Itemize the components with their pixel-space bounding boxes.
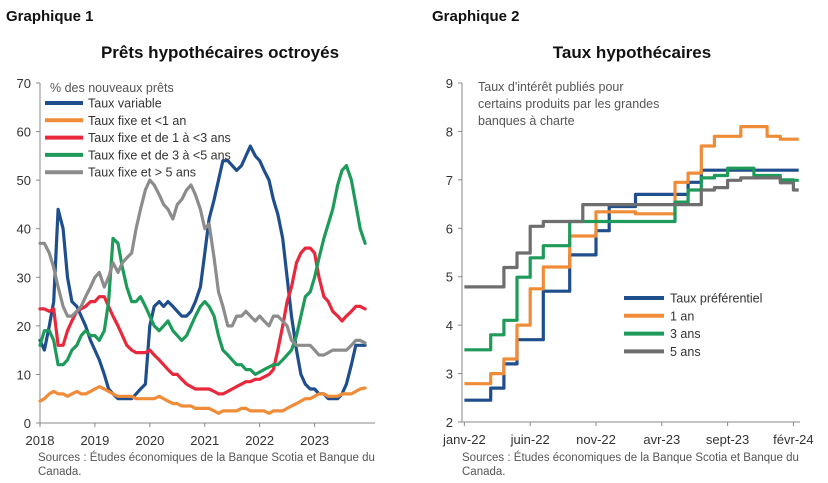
chart-1-legend-label-2: Taux fixe et <1 an xyxy=(88,114,186,128)
chart-2-y-tick-label: 5 xyxy=(446,270,453,285)
chart-2-y-tick-label: 4 xyxy=(446,318,453,333)
chart-1-series-line-4 xyxy=(38,164,367,376)
chart-1-y-tick-label: 30 xyxy=(17,270,31,285)
chart-1-x-tick-label: 2019 xyxy=(80,433,109,448)
chart-1-x-tick-label: 2023 xyxy=(300,433,329,448)
chart-2-x-tick-label: nov-22 xyxy=(576,432,616,447)
chart-1-series-line-3 xyxy=(38,246,367,396)
chart-2-source: Sources : Études économiques de la Banqu… xyxy=(462,451,799,479)
chart-1-x-tick-label: 2020 xyxy=(135,433,164,448)
chart-1-x-tick-label: 2018 xyxy=(26,433,55,448)
chart-1-legend-label-3: Taux fixe et de 1 à <3 ans xyxy=(88,131,231,145)
chart-1-y-tick-label: 50 xyxy=(17,173,31,188)
chart-2-title: Taux hypothécaires xyxy=(552,43,712,62)
panel-1-label: Graphique 1 xyxy=(6,8,94,25)
panel-2-label: Graphique 2 xyxy=(432,8,520,25)
chart-1-y-tick-label: 0 xyxy=(24,416,31,431)
chart-1-y-tick-label: 20 xyxy=(17,319,31,334)
chart-2-legend-label-2: 1 an xyxy=(670,309,694,323)
chart-2-series-line-3 xyxy=(464,166,799,352)
chart-1-source: Sources : Études économiques de la Banqu… xyxy=(38,451,375,479)
chart-2-source-line-1: Sources : Études économiques de la Banqu… xyxy=(462,452,799,464)
chart-1-x-tick-label: 2022 xyxy=(245,433,274,448)
chart-1-legend-label-5: Taux fixe et > 5 ans xyxy=(88,166,196,180)
chart-2-legend-label-1: Taux préférentiel xyxy=(670,292,762,306)
chart-1-y-tick-label: 70 xyxy=(17,76,31,91)
chart-1-annotation: % des nouveaux prêts xyxy=(50,81,174,95)
chart-2-series-line-2 xyxy=(464,125,799,386)
chart-2-annotation-line-1: Taux d'intérêt publiés pour xyxy=(478,80,624,94)
chart-2-x-tick-label: févr-24 xyxy=(773,432,813,447)
chart-2-y-tick-label: 6 xyxy=(446,221,453,236)
chart-2-x-tick-label: avr-23 xyxy=(643,432,680,447)
chart-1-series-line-1 xyxy=(38,144,367,401)
chart-1-y-tick-label: 10 xyxy=(17,367,31,382)
chart-2-y-tick-label: 2 xyxy=(446,415,453,430)
chart-2-legend-label-4: 5 ans xyxy=(670,345,701,359)
chart-2-x-tick-label: janv-22 xyxy=(442,432,486,447)
chart-2-legend-label-3: 3 ans xyxy=(670,327,701,341)
chart-1-title: Prêts hypothécaires octroyés xyxy=(100,43,340,62)
chart-1-source-line-1: Sources : Études économiques de la Banqu… xyxy=(38,452,375,464)
chart-1-x-tick-label: 2021 xyxy=(190,433,219,448)
chart-1-y-tick-label: 40 xyxy=(17,222,31,237)
chart-2-annotation-line-3: banques à charte xyxy=(478,114,575,128)
chart-2-series-line-4 xyxy=(464,176,799,289)
chart-1-legend-label-1: Taux variable xyxy=(88,97,162,111)
chart-1-series-line-2 xyxy=(38,385,367,415)
chart-2-x-tick-label: juin-22 xyxy=(510,432,550,447)
chart-2-y-tick-label: 7 xyxy=(446,173,453,188)
chart-2-annotation-line-2: certains produits par les grandes xyxy=(478,97,659,111)
chart-1-y-tick-label: 60 xyxy=(17,125,31,140)
chart-2-source-line-2: Canada. xyxy=(462,466,506,478)
chart-1-series-line-5 xyxy=(38,178,367,357)
chart-1-source-line-2: Canada. xyxy=(38,466,82,478)
chart-2-y-tick-label: 3 xyxy=(446,367,453,382)
chart-2-x-tick-label: sept-23 xyxy=(706,432,749,447)
chart-2-y-tick-label: 9 xyxy=(446,76,453,91)
chart-1-legend-label-4: Taux fixe et de 3 à <5 ans xyxy=(88,148,231,162)
chart-2-y-tick-label: 8 xyxy=(446,124,453,139)
